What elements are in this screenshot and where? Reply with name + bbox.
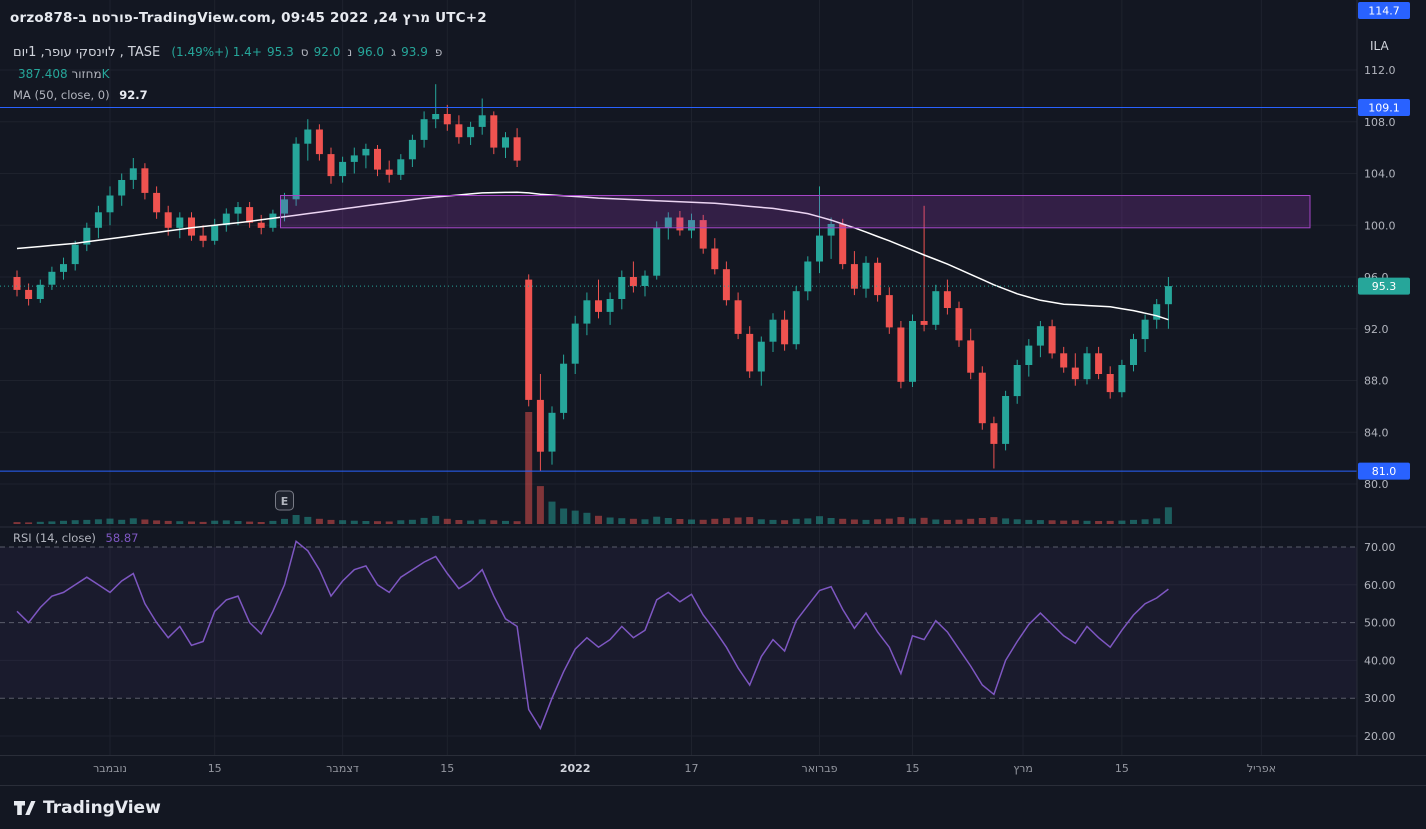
svg-text:פברואר: פברואר [802,762,838,775]
rsi-value: 58.87 [105,531,139,545]
brand-text: TradingView [43,797,161,818]
svg-text:109.1: 109.1 [1368,102,1400,115]
pane-dividers [0,0,1426,786]
tradingview-logo[interactable]: TradingView [12,796,161,820]
volume-bars [13,412,1172,524]
open-value: 93.9 [401,45,428,59]
svg-text:2022: 2022 [560,762,591,775]
svg-text:30.00: 30.00 [1364,692,1396,705]
svg-text:מרץ: מרץ [1013,762,1033,775]
symbol-name[interactable]: לוינסקי עופר, 1יום , TASE [13,45,161,60]
rsi-line[interactable] [16,539,1169,731]
svg-text:114.7: 114.7 [1368,5,1400,18]
close-label: ס [300,45,309,59]
svg-text:108.0: 108.0 [1364,116,1396,129]
close-value: 95.3 [267,45,294,59]
high-value: 96.0 [357,45,385,59]
svg-text:70.00: 70.00 [1364,541,1396,554]
price-axis-labels: 112.0108.0104.0100.096.092.088.084.080.0… [1364,39,1396,743]
svg-text:80.0: 80.0 [1364,478,1389,491]
svg-text:40.00: 40.00 [1364,654,1396,667]
svg-text:60.00: 60.00 [1364,579,1396,592]
low-value: 92.0 [313,45,341,59]
attribution-text: orzo878-פורסם ב-TradingView.com, 09:45 2… [10,10,487,26]
svg-text:E: E [281,495,289,508]
svg-text:92.0: 92.0 [1364,323,1389,336]
symbol-legend[interactable]: לוינסקי עופר, 1יום , TASE פ93.9 ג96.0 נ9… [13,45,442,60]
open-label: פ [434,45,443,59]
high-label: ג [391,45,397,59]
svg-text:דצמבר: דצמבר [326,762,359,775]
resistance-zone-drawing[interactable] [280,195,1311,229]
svg-text:84.0: 84.0 [1364,426,1389,439]
svg-text:50.00: 50.00 [1364,617,1396,630]
svg-text:17: 17 [685,762,699,775]
volume-legend[interactable]: מחזור 387.408K [13,67,110,81]
svg-text:אפריל: אפריל [1247,762,1276,775]
rsi-legend[interactable]: RSI (14, close) 58.87 [13,531,138,545]
ma-legend[interactable]: MA (50, close, 0) 92.7 [13,88,148,102]
price-axis-badges: 114.7 109.1 95.3 81.0 [1358,2,1410,480]
svg-text:15: 15 [440,762,454,775]
svg-text:15: 15 [906,762,920,775]
tradingview-logo-icon [14,800,36,815]
rsi-params: (14, close) [35,531,96,545]
svg-text:104.0: 104.0 [1364,168,1396,181]
svg-text:88.0: 88.0 [1364,375,1389,388]
svg-text:95.3: 95.3 [1372,280,1397,293]
svg-text:112.0: 112.0 [1364,64,1396,77]
rsi-label: RSI [13,531,32,545]
volume-value: 387.408K [18,67,110,81]
volume-label: מחזור [71,67,102,81]
svg-text:20.00: 20.00 [1364,730,1396,743]
ma-label: MA (50, close, 0) [13,88,110,102]
svg-text:נובמבר: נובמבר [93,762,127,775]
svg-text:15: 15 [208,762,222,775]
bottom-bar: TradingView [0,786,1426,829]
ma50-line[interactable] [16,191,1169,321]
svg-text:15: 15 [1115,762,1129,775]
svg-text:100.0: 100.0 [1364,219,1396,232]
change-value: +1.4 (+1.49%) [171,45,262,59]
earnings-marker[interactable]: E [275,490,294,511]
candlestick-series[interactable] [13,84,1172,472]
time-axis-labels: נובמבר 15 דצמבר 15 2022 17 פברואר 15 מרץ 15 אפריל [93,762,1276,775]
ma-value: 92.7 [119,88,148,102]
low-label: נ [347,45,353,59]
svg-text:ILA: ILA [1370,39,1390,53]
svg-text:81.0: 81.0 [1372,465,1397,478]
